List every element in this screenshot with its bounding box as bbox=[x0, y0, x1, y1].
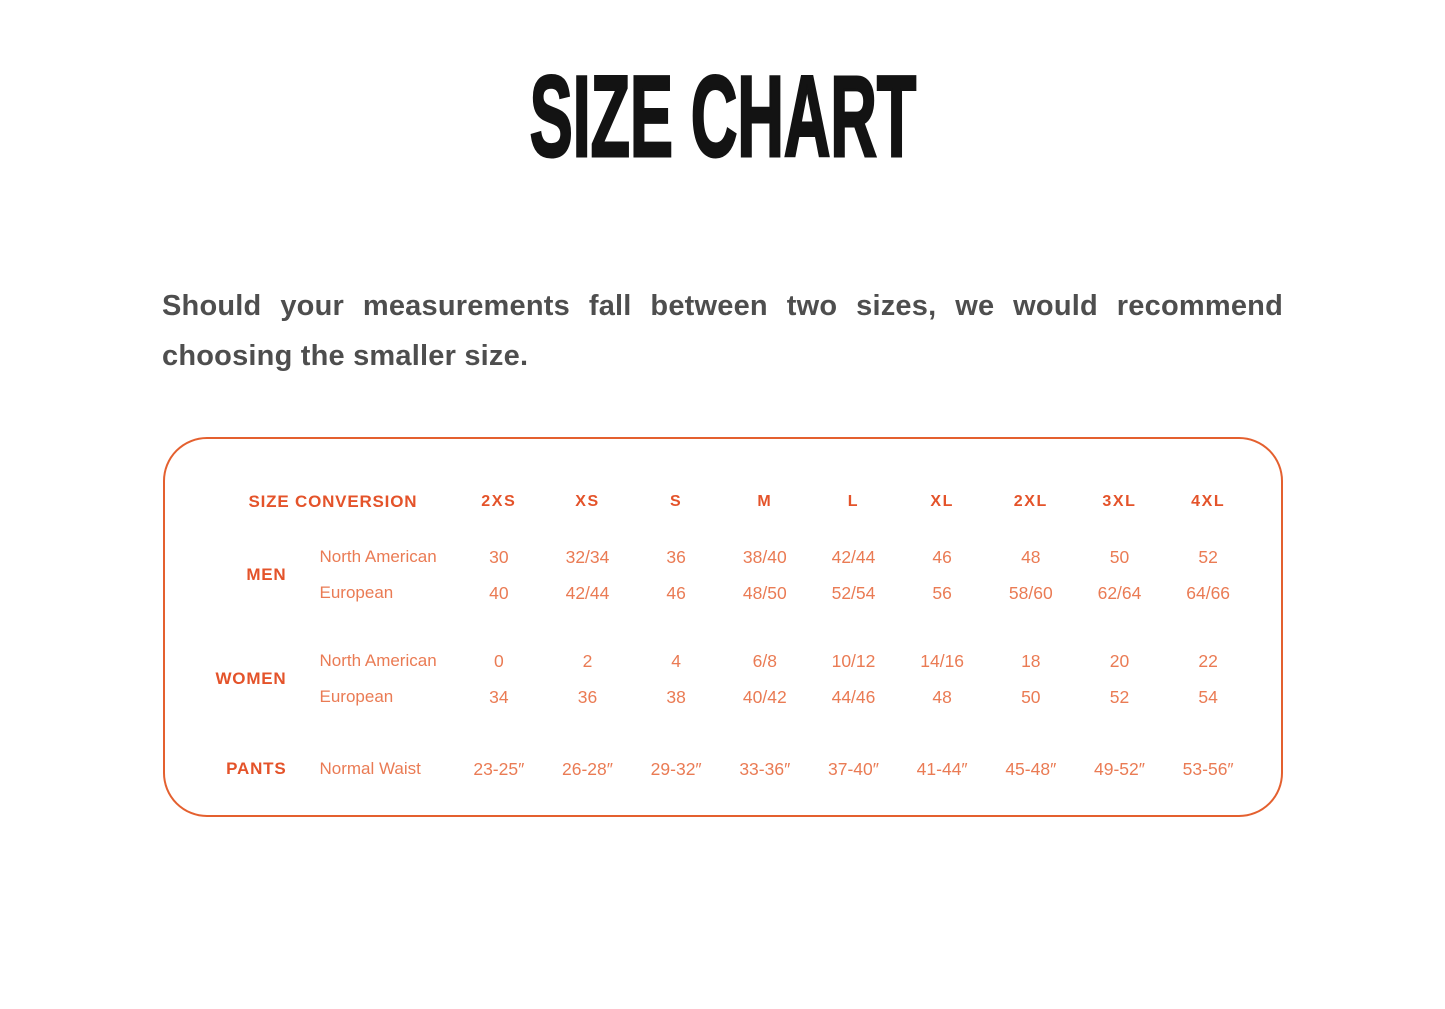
size-value: 18 bbox=[1021, 650, 1041, 671]
intro-paragraph: Should your measurements fall between tw… bbox=[162, 290, 1283, 372]
size-value: 64/66 bbox=[1186, 582, 1231, 603]
size-column-header-2xs: 2XS bbox=[481, 493, 517, 510]
category-label-women: WOMEN bbox=[215, 669, 287, 688]
size-value: 14/16 bbox=[920, 650, 965, 671]
size-value: 29-32″ bbox=[650, 758, 702, 779]
size-value: 45-48″ bbox=[1005, 758, 1057, 779]
category-label-pants: PANTS bbox=[226, 759, 287, 778]
row-label: North American bbox=[319, 651, 437, 670]
size-column-header-s: S bbox=[670, 493, 683, 510]
row-label: European bbox=[319, 583, 394, 602]
size-value: 37-40″ bbox=[828, 758, 879, 779]
size-value: 52/54 bbox=[831, 582, 876, 603]
category-label-men: MEN bbox=[246, 565, 287, 584]
size-value: 48 bbox=[1021, 546, 1041, 567]
size-value: 62/64 bbox=[1097, 582, 1142, 603]
size-value: 34 bbox=[489, 686, 509, 707]
page-title-text: SIZE CHART bbox=[528, 53, 916, 181]
size-value: 48 bbox=[932, 686, 952, 707]
row-label: Normal Waist bbox=[319, 759, 421, 778]
size-chart-box: SIZE CONVERSION 2XS XS S M L XL 2XL 3XL 4XL MEN Nor… bbox=[162, 437, 1283, 817]
row-label: European bbox=[319, 687, 394, 706]
size-value: 46 bbox=[666, 582, 686, 603]
size-value: 53-56″ bbox=[1182, 758, 1234, 779]
size-value: 33-36″ bbox=[739, 758, 791, 779]
size-value: 44/46 bbox=[831, 686, 876, 707]
size-column-header-xl: XL bbox=[930, 493, 954, 510]
size-value: 38/40 bbox=[742, 546, 787, 567]
size-value: 6/8 bbox=[752, 650, 777, 671]
size-value: 36 bbox=[577, 686, 598, 707]
size-value: 48/50 bbox=[742, 582, 787, 603]
size-chart-page: SIZE CHART Should your measurements fall… bbox=[0, 53, 1445, 817]
size-column-header-3xl: 3XL bbox=[1102, 493, 1137, 510]
size-value: 30 bbox=[489, 546, 509, 567]
size-value: 56 bbox=[932, 582, 952, 603]
size-value: 38 bbox=[666, 686, 686, 707]
size-value: 0 bbox=[493, 650, 504, 671]
size-value: 50 bbox=[1109, 546, 1130, 567]
size-value: 32/34 bbox=[565, 546, 610, 567]
size-value: 50 bbox=[1021, 686, 1041, 707]
size-table-grid: SIZE CONVERSION 2XS XS S M L XL 2XL 3XL 4XL MEN Nor… bbox=[193, 465, 1253, 787]
size-value: 46 bbox=[932, 546, 952, 567]
size-value: 52 bbox=[1198, 546, 1218, 567]
size-value: 23-25″ bbox=[473, 758, 525, 779]
size-value: 2 bbox=[582, 650, 593, 671]
size-value: 10/12 bbox=[831, 650, 876, 671]
size-value: 40 bbox=[489, 582, 509, 603]
size-value: 42/44 bbox=[565, 582, 610, 603]
size-column-header-m: M bbox=[757, 493, 773, 510]
size-conversion-heading: SIZE CONVERSION bbox=[248, 492, 418, 511]
size-column-header-l: L bbox=[847, 493, 860, 510]
size-value: 26-28″ bbox=[562, 758, 613, 779]
size-value: 36 bbox=[666, 546, 686, 567]
size-value: 49-52″ bbox=[1094, 758, 1145, 779]
size-value: 20 bbox=[1109, 650, 1130, 671]
size-value: 54 bbox=[1198, 686, 1218, 707]
size-value: 4 bbox=[671, 650, 682, 671]
size-value: 22 bbox=[1198, 650, 1218, 671]
size-value: 52 bbox=[1109, 686, 1130, 707]
size-column-header-4xl: 4XL bbox=[1191, 493, 1226, 510]
page-title: SIZE CHART bbox=[0, 53, 1445, 181]
row-label: North American bbox=[319, 547, 437, 566]
size-column-header-2xl: 2XL bbox=[1013, 493, 1048, 510]
size-value: 40/42 bbox=[742, 686, 787, 707]
size-value: 42/44 bbox=[831, 546, 876, 567]
size-column-header-xs: XS bbox=[575, 493, 600, 510]
size-value: 58/60 bbox=[1008, 582, 1053, 603]
size-value: 41-44″ bbox=[916, 758, 968, 779]
